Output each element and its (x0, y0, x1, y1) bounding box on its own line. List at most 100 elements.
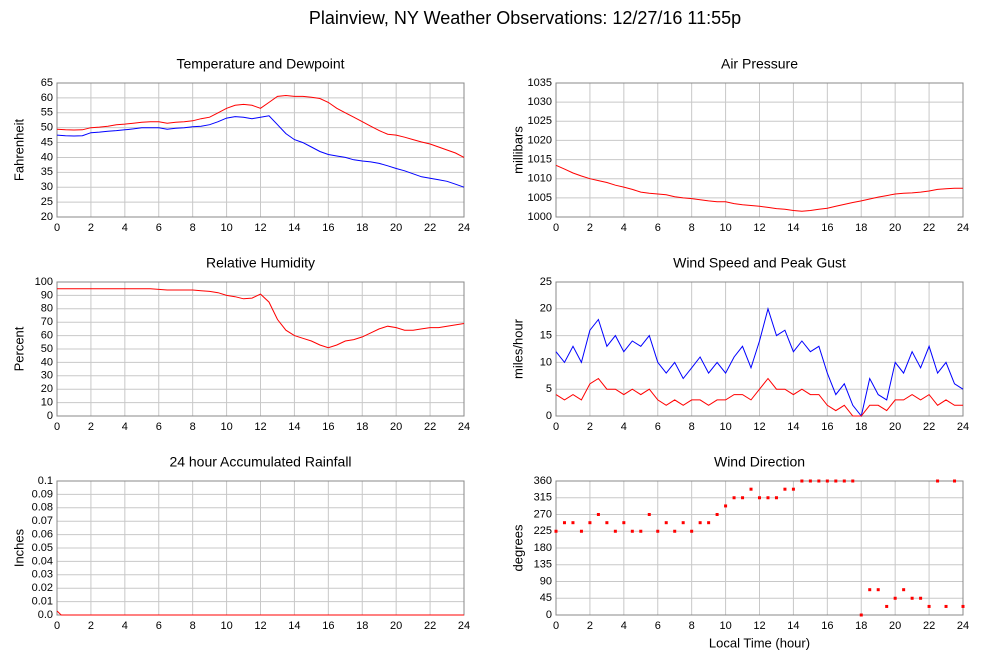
x-tick-label: 24 (957, 421, 969, 433)
x-tick-label: 18 (855, 620, 867, 632)
x-tick-label: 22 (424, 222, 436, 234)
data-point (851, 479, 855, 483)
data-point (647, 513, 651, 516)
data-point (732, 496, 736, 500)
x-tick-label: 6 (655, 222, 661, 234)
x-tick-label: 2 (88, 222, 94, 234)
x-tick-label: 16 (322, 222, 334, 234)
x-tick-label: 14 (787, 222, 799, 234)
x-tick-label: 18 (356, 222, 368, 234)
y-tick-label: 270 (534, 508, 552, 520)
plot-border (555, 82, 964, 218)
data-point (588, 521, 592, 525)
x-tick-label: 16 (821, 620, 833, 632)
y-tick-label: 50 (41, 122, 53, 134)
x-tick-label: 6 (156, 222, 162, 234)
y-axis-label: Fahrenheit (11, 119, 26, 182)
y-tick-label: 0.1 (38, 475, 53, 487)
x-tick-label: 20 (390, 421, 402, 433)
x-tick-label: 20 (889, 222, 901, 234)
x-tick-label: 24 (957, 620, 969, 632)
x-tick-label: 22 (424, 421, 436, 433)
plot-border (56, 82, 465, 218)
data-line (56, 115, 465, 188)
x-tick-label: 2 (88, 620, 94, 632)
data-point (876, 588, 880, 592)
y-tick-label: 40 (41, 356, 53, 368)
y-tick-label: 60 (41, 92, 53, 104)
x-tick-label: 10 (220, 421, 232, 433)
y-tick-label: 30 (41, 370, 53, 382)
x-tick-label: 18 (356, 620, 368, 632)
x-tick-label: 8 (190, 421, 196, 433)
data-point (554, 529, 558, 533)
y-tick-label: 315 (534, 492, 552, 504)
x-tick-label: 14 (787, 620, 799, 632)
y-tick-label: 20 (41, 383, 53, 395)
y-tick-label: 15 (540, 330, 552, 342)
data-point (868, 588, 872, 592)
y-tick-label: 0.0 (38, 609, 53, 621)
x-tick-label: 10 (719, 421, 731, 433)
x-tick-label: 8 (190, 620, 196, 632)
data-point (630, 529, 634, 533)
y-tick-label: 5 (546, 383, 552, 395)
y-tick-label: 45 (41, 136, 53, 148)
data-point (791, 487, 795, 491)
data-point (842, 479, 846, 483)
y-tick-label: 135 (534, 559, 552, 571)
y-tick-label: 180 (534, 542, 552, 554)
y-tick-label: 1010 (528, 173, 552, 185)
x-tick-label: 12 (254, 620, 266, 632)
data-point (902, 588, 906, 592)
chart-title: Air Pressure (721, 56, 798, 72)
data-point (724, 504, 728, 508)
x-tick-label: 14 (787, 421, 799, 433)
y-tick-label: 35 (41, 166, 53, 178)
x-tick-label: 4 (621, 421, 627, 433)
x-tick-label: 16 (322, 421, 334, 433)
x-tick-label: 20 (390, 620, 402, 632)
y-tick-label: 90 (41, 289, 53, 301)
x-tick-label: 0 (553, 620, 559, 632)
x-tick-label: 0 (553, 222, 559, 234)
x-tick-label: 0 (553, 421, 559, 433)
y-tick-label: 55 (41, 107, 53, 119)
y-axis-label: Percent (11, 326, 26, 371)
data-point (664, 521, 668, 525)
data-point (859, 613, 863, 617)
data-point (681, 521, 685, 525)
plot-border (555, 480, 964, 616)
y-tick-label: 90 (540, 575, 552, 587)
y-tick-label: 1025 (528, 115, 552, 127)
x-tick-label: 8 (689, 620, 695, 632)
chart-title: Wind Speed and Peak Gust (673, 255, 846, 271)
x-tick-label: 24 (458, 421, 470, 433)
y-tick-label: 20 (41, 211, 53, 223)
y-tick-label: 100 (35, 276, 53, 288)
y-tick-label: 10 (41, 397, 53, 409)
x-axis-label: Local Time (hour) (709, 635, 810, 650)
data-point (673, 529, 677, 533)
y-tick-label: 1035 (528, 77, 552, 89)
x-tick-label: 6 (655, 421, 661, 433)
x-tick-label: 2 (587, 222, 593, 234)
y-tick-label: 1030 (528, 96, 552, 108)
chart-title: Temperature and Dewpoint (176, 56, 344, 72)
data-point (944, 604, 948, 608)
data-line (555, 377, 963, 417)
data-point (961, 604, 965, 608)
y-tick-label: 50 (41, 343, 53, 355)
data-point (800, 479, 804, 483)
x-tick-label: 10 (220, 222, 232, 234)
x-tick-label: 4 (621, 620, 627, 632)
data-point (579, 529, 583, 533)
data-point (656, 529, 660, 533)
data-point (774, 496, 778, 500)
data-point (596, 513, 600, 516)
x-tick-label: 16 (322, 620, 334, 632)
y-tick-label: 1005 (528, 192, 552, 204)
page-title: Plainview, NY Weather Observations: 12/2… (309, 8, 741, 28)
data-point (808, 479, 812, 483)
data-point (953, 479, 957, 483)
